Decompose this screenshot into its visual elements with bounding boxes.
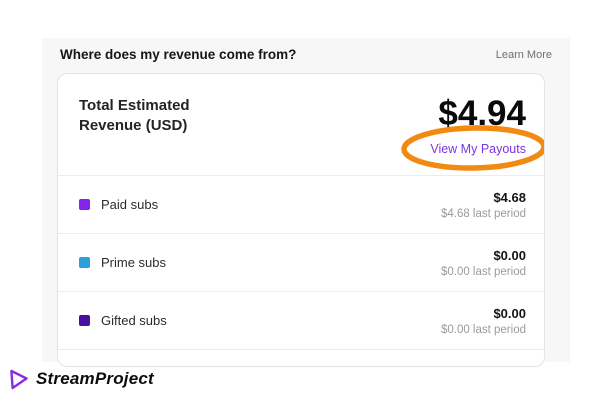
brand-name: StreamProject [36, 369, 154, 388]
revenue-rows: Paid subs $4.68 $4.68 last period Prime … [58, 175, 544, 364]
panel-title: Where does my revenue come from? [60, 47, 297, 62]
learn-more-link[interactable]: Learn More [495, 48, 552, 61]
row-subtext: $0.00 last period [440, 265, 526, 278]
total-revenue-amount: $4.94 [438, 94, 526, 133]
payouts-link-wrap: View My Payouts [401, 125, 544, 171]
row-right: $4.68 $4.68 last period [441, 190, 526, 220]
row-left: Gifted subs [79, 313, 167, 328]
play-triangle-icon [10, 369, 28, 390]
row-subtext: $4.68 last period [440, 207, 526, 220]
row-left: Paid subs [79, 197, 158, 212]
row-value: $4.68 [493, 189, 526, 205]
total-revenue-label: Total Estimated Revenue (USD) [79, 97, 190, 135]
table-row-prime-subs: Prime subs $0.00 $0.00 last period [58, 233, 544, 291]
revenue-card: Total Estimated Revenue (USD) $4.94 View… [57, 73, 545, 367]
row-right: $0.00 $0.00 last period [441, 248, 526, 278]
brand-logo: StreamProject [8, 367, 154, 391]
total-revenue-right: $4.94 View My Payouts [401, 94, 544, 171]
row-left: Prime subs [79, 255, 166, 270]
row-right: $0.00 $0.00 last period [441, 306, 526, 336]
row-subtext: $0.00 last period [440, 323, 526, 336]
total-revenue-section: Total Estimated Revenue (USD) $4.94 View… [58, 74, 544, 175]
table-row-paid-subs: Paid subs $4.68 $4.68 last period [58, 175, 544, 233]
row-label: Prime subs [101, 255, 167, 270]
row-label: Gifted subs [101, 313, 167, 328]
paid-subs-bullet-icon [79, 199, 90, 210]
card-bottom-divider [58, 349, 544, 364]
panel-header: Where does my revenue come from? Learn M… [42, 38, 570, 69]
row-value: $0.00 [493, 305, 526, 321]
table-row-gifted-subs: Gifted subs $0.00 $0.00 last period [58, 291, 544, 349]
view-my-payouts-link[interactable]: View My Payouts [430, 142, 526, 156]
gifted-subs-bullet-icon [79, 315, 90, 326]
row-value: $0.00 [493, 247, 526, 263]
prime-subs-bullet-icon [79, 257, 90, 268]
row-label: Paid subs [101, 197, 159, 212]
revenue-panel: Where does my revenue come from? Learn M… [42, 38, 570, 367]
